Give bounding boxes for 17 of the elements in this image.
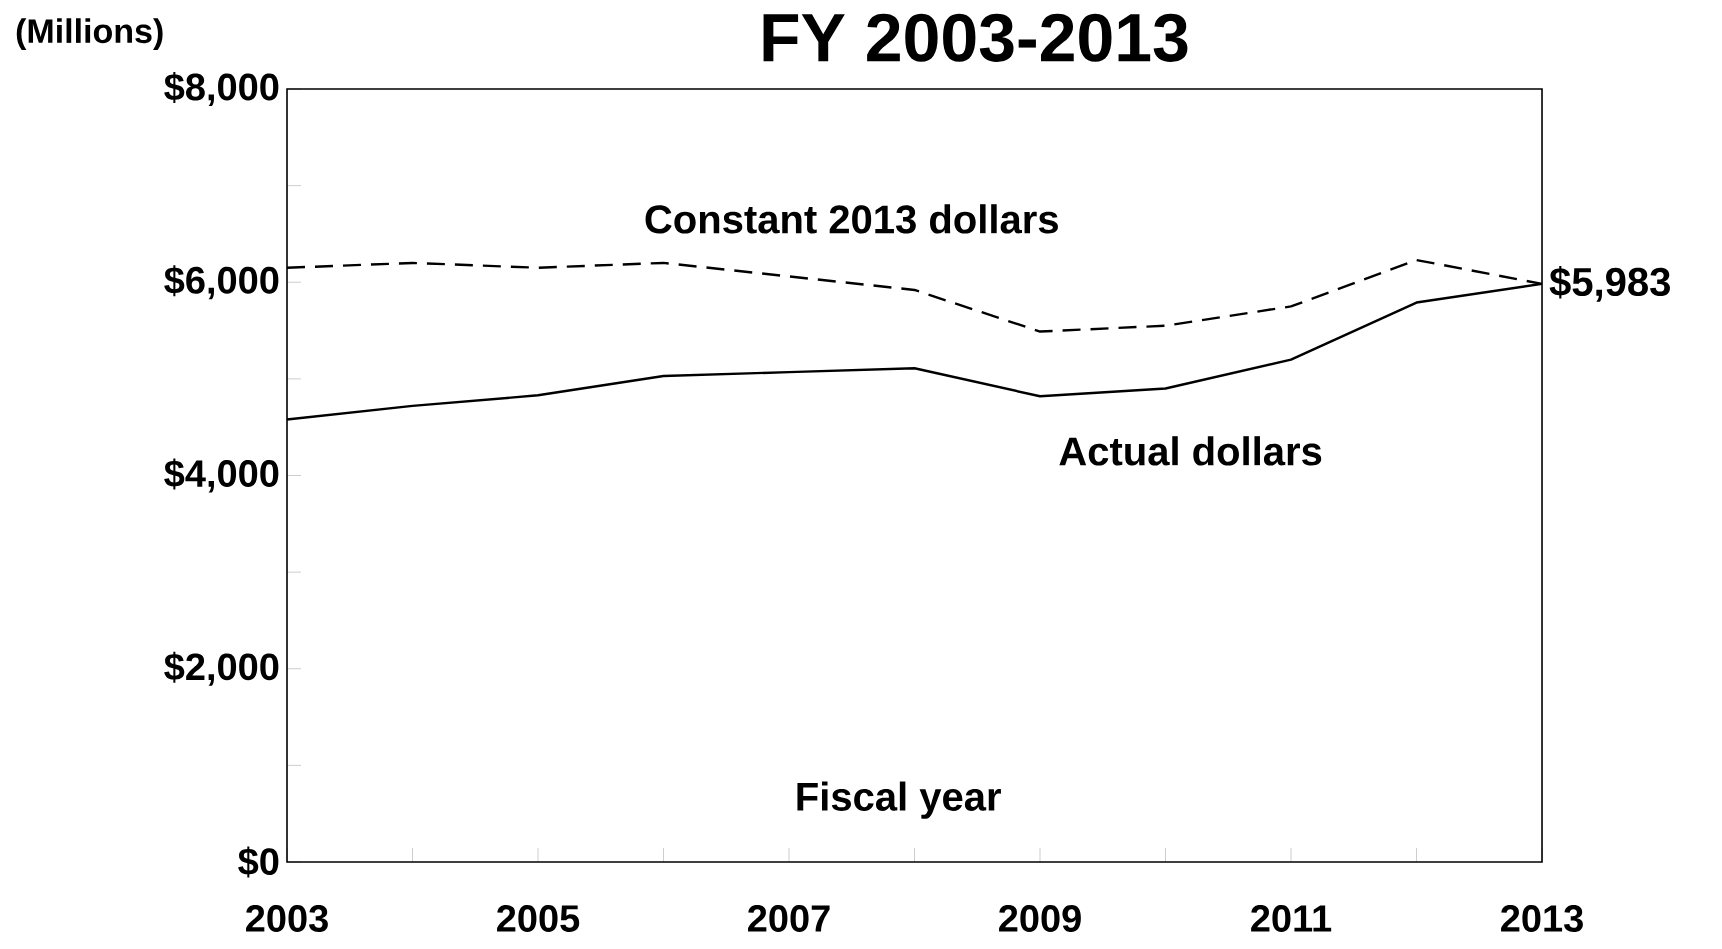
x-tick-label: 2003 [246, 905, 328, 933]
x-tick-label: 2009 [999, 905, 1081, 932]
y-tick-label: $6,000 [164, 265, 279, 300]
annotation: $5,983 [1549, 265, 1670, 302]
y-tick-label: $8,000 [164, 71, 279, 107]
chart-title: FY 2003-2013 [763, 13, 1188, 62]
y-tick-label: $4,000 [164, 458, 279, 493]
series-label: Constant 2013 dollars [645, 204, 1058, 234]
series-label: Actual dollars [1059, 436, 1322, 466]
y-axis-title: (Millions) [16, 18, 163, 50]
x-tick-label: 2007 [748, 905, 830, 932]
x-tick-label: 2013 [1501, 905, 1583, 933]
x-tick-label: 2005 [497, 905, 580, 932]
x-tick-label: 2011 [1251, 905, 1332, 932]
x-axis-title: Fiscal year [797, 781, 1001, 819]
y-tick-label: $2,000 [164, 651, 279, 686]
y-tick-label: $0 [238, 846, 279, 878]
